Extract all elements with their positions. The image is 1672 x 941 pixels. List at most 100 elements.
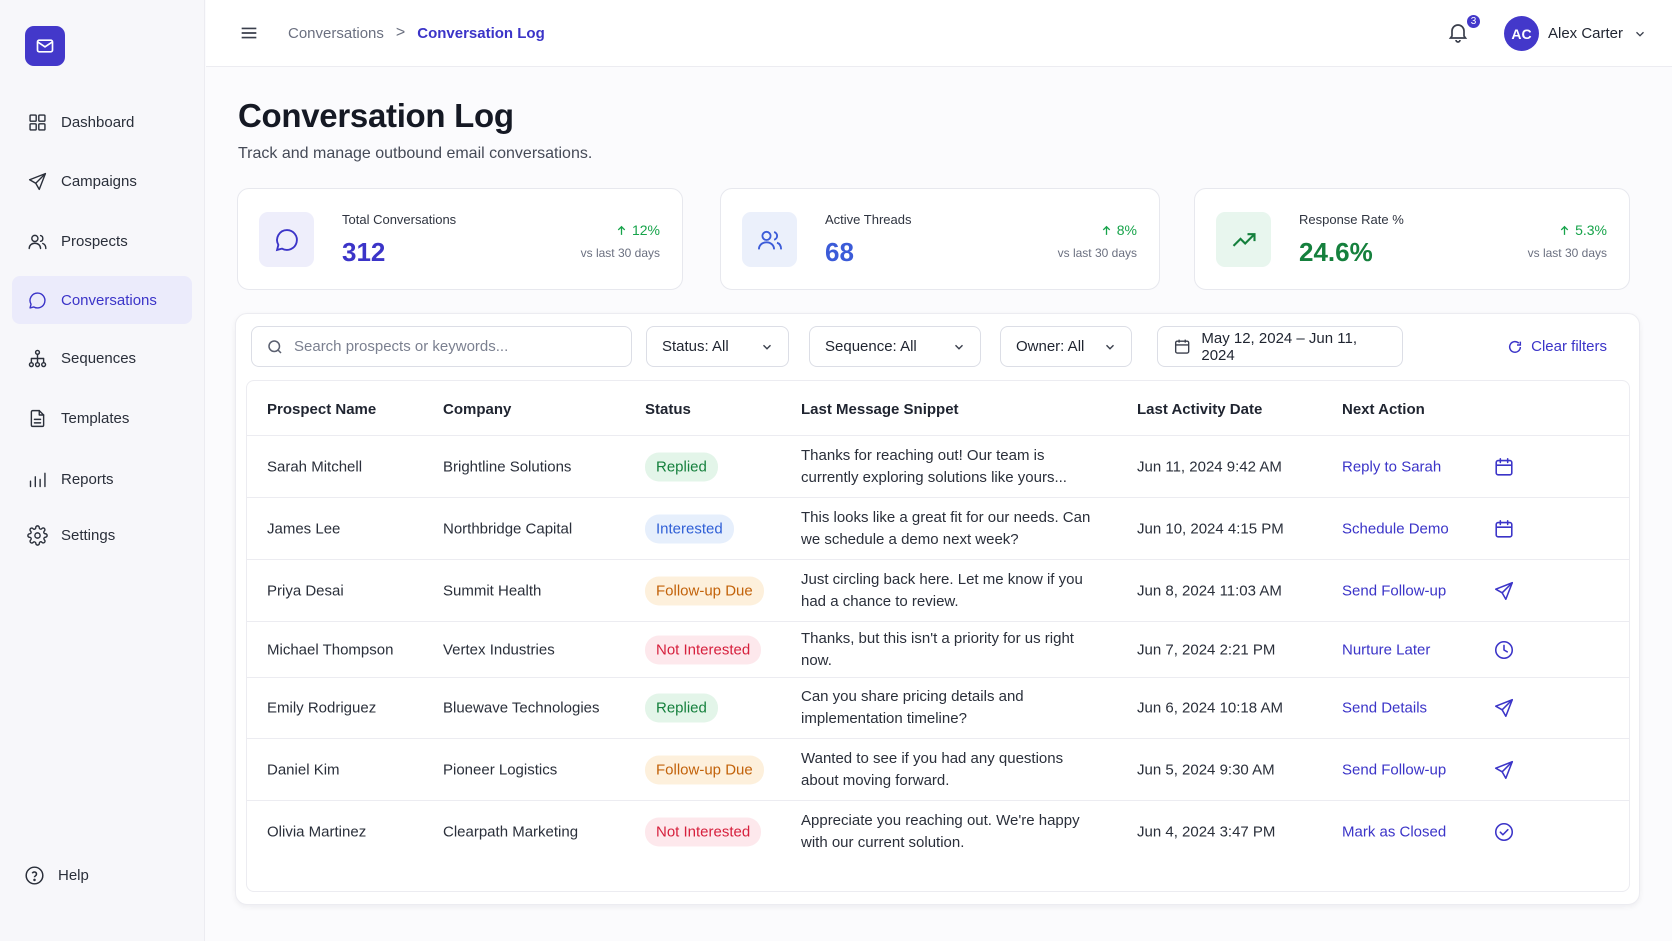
stat-delta: 12%	[615, 222, 660, 238]
status-badge: Replied	[645, 693, 718, 723]
message-snippet: This looks like a great fit for our need…	[801, 508, 1091, 548]
company-name: Summit Health	[443, 582, 542, 599]
table-row[interactable]: Priya Desai Summit Health Follow-up Due Jus…	[247, 560, 1629, 622]
help-label: Help	[58, 866, 89, 884]
breadcrumb: Conversations > Conversation Log	[288, 24, 545, 42]
prospect-name[interactable]: James Lee	[267, 520, 341, 537]
next-action-link[interactable]: Reply to Sarah	[1342, 458, 1442, 475]
next-action-link[interactable]: Send Details	[1342, 699, 1428, 717]
chevron-down-icon	[763, 344, 771, 350]
company-name: Bluewave Technologies	[443, 699, 600, 717]
breadcrumb-separator: >	[395, 24, 406, 41]
sidebar-item-prospects[interactable]: Prospects	[12, 217, 192, 265]
next-action-link[interactable]: Mark as Closed	[1342, 823, 1447, 841]
sidebar-item-sequences[interactable]: Sequences	[12, 334, 192, 382]
user-menu[interactable]: AC Alex Carter	[1504, 16, 1647, 51]
company-name: Clearpath Marketing	[443, 823, 579, 841]
calendar-icon[interactable]	[1493, 456, 1515, 478]
sidebar-item-settings[interactable]: Settings	[12, 511, 192, 559]
message-snippet: Thanks, but this isn't a priority for us…	[801, 629, 1074, 669]
breadcrumb-current: Conversation Log	[417, 24, 545, 42]
sidebar-item-label: Settings	[61, 526, 116, 544]
sidebar-item-label: Conversations	[61, 291, 157, 309]
send-icon[interactable]	[1493, 697, 1515, 719]
bell-icon[interactable]	[1446, 20, 1472, 46]
column-header[interactable]: Company	[443, 401, 512, 418]
prospect-name[interactable]: Daniel Kim	[267, 761, 340, 778]
stat-icon-box	[259, 212, 314, 267]
search-input[interactable]	[294, 338, 614, 355]
sidebar-item-templates[interactable]: Templates	[12, 394, 192, 442]
status-filter-value: Status: All	[662, 338, 729, 355]
date-range-value: May 12, 2024 – Jun 11, 2024	[1201, 329, 1358, 364]
table-row[interactable]: Olivia Martinez Clearpath Marketing Not In…	[247, 801, 1629, 863]
column-header[interactable]: Status	[645, 401, 691, 418]
breadcrumb-parent[interactable]: Conversations	[288, 24, 384, 42]
owner-filter-dropdown[interactable]: Owner: All	[1000, 326, 1132, 367]
message-snippet: Wanted to see if you had any questions a…	[801, 749, 1064, 789]
status-badge: Not Interested	[645, 635, 762, 664]
company-name: Northbridge Capital	[443, 520, 573, 537]
clear-filters-button[interactable]: Clear filters	[1507, 338, 1607, 355]
next-action-link[interactable]: Send Follow-up	[1342, 582, 1447, 599]
prospect-name[interactable]: Priya Desai	[267, 582, 344, 599]
status-badge: Replied	[645, 452, 718, 481]
menu-icon[interactable]	[238, 22, 260, 44]
prospect-name[interactable]: Emily Rodriguez	[267, 699, 377, 717]
status-badge: Follow-up Due	[645, 576, 764, 605]
stat-label: Total Conversations	[342, 212, 457, 227]
status-filter-dropdown[interactable]: Status: All	[646, 326, 789, 367]
prospect-name[interactable]: Michael Thompson	[267, 641, 394, 658]
stat-value: 24.6%	[1299, 237, 1373, 267]
column-header[interactable]: Prospect Name	[267, 401, 377, 418]
prospect-name[interactable]: Olivia Martinez	[267, 823, 367, 841]
calendar-icon[interactable]	[1493, 518, 1515, 540]
next-action-link[interactable]: Nurture Later	[1342, 641, 1431, 658]
date-range-picker[interactable]: May 12, 2024 – Jun 11, 2024	[1157, 326, 1403, 367]
column-header[interactable]: Last Activity Date	[1137, 401, 1263, 418]
stat-icon-box	[742, 212, 797, 267]
sidebar-item-campaigns[interactable]: Campaigns	[12, 157, 192, 205]
stat-label: Active Threads	[825, 212, 912, 227]
sidebar: Dashboard Campaigns Prospects Conversations…	[0, 0, 205, 941]
sidebar-item-dashboard[interactable]: Dashboard	[12, 98, 192, 146]
gear-icon	[26, 524, 48, 546]
table-row[interactable]: Daniel Kim Pioneer Logistics Follow-up Due…	[247, 739, 1629, 801]
next-action-link[interactable]: Send Follow-up	[1342, 761, 1447, 778]
stat-delta: 8%	[1100, 222, 1137, 238]
stat-delta-value: 8%	[1116, 222, 1137, 238]
next-action-link[interactable]: Schedule Demo	[1342, 520, 1449, 537]
message-snippet: Just circling back here. Let me know if …	[801, 570, 1083, 610]
sequence-filter-dropdown[interactable]: Sequence: All	[809, 326, 981, 367]
sidebar-item-conversations[interactable]: Conversations	[12, 276, 192, 324]
table-row[interactable]: Sarah Mitchell Brightline Solutions Replie…	[247, 436, 1629, 498]
stat-compare: vs last 30 days	[580, 246, 660, 260]
sidebar-item-label: Templates	[61, 409, 130, 427]
conversation-table: Prospect Name Company Status Last Messag…	[246, 380, 1630, 892]
table-row[interactable]: James Lee Northbridge Capital Interested Th…	[247, 498, 1629, 560]
last-activity-date: Jun 10, 2024 4:15 PM	[1137, 520, 1284, 537]
app-logo[interactable]	[25, 26, 65, 66]
users-icon	[26, 230, 48, 252]
send-icon[interactable]	[1493, 759, 1515, 781]
check-circle-icon[interactable]	[1493, 821, 1515, 843]
help-link[interactable]: Help	[24, 864, 89, 886]
table-row[interactable]: Michael Thompson Vertex Industries Not Int…	[247, 622, 1629, 678]
avatar: AC	[1504, 16, 1539, 51]
prospect-name[interactable]: Sarah Mitchell	[267, 458, 363, 475]
clock-icon[interactable]	[1493, 639, 1515, 661]
column-header[interactable]: Last Message Snippet	[801, 401, 959, 418]
arrow-up-icon	[617, 225, 626, 235]
stat-card-total-conversations: Total Conversations 312 12% vs last 30 d…	[237, 188, 683, 290]
stat-delta: 5.3%	[1558, 222, 1607, 238]
stat-compare: vs last 30 days	[1527, 246, 1607, 260]
last-activity-date: Jun 7, 2024 2:21 PM	[1137, 641, 1276, 658]
search-box[interactable]	[251, 326, 632, 367]
table-row[interactable]: Emily Rodriguez Bluewave Technologies Repl…	[247, 678, 1629, 739]
stat-card-response-rate: Response Rate % 24.6% 5.3% vs last 30 da…	[1194, 188, 1630, 290]
send-icon[interactable]	[1493, 580, 1515, 602]
last-activity-date: Jun 6, 2024 10:18 AM	[1137, 699, 1283, 717]
column-header[interactable]: Next Action	[1342, 401, 1425, 418]
document-icon	[26, 407, 48, 429]
sidebar-item-reports[interactable]: Reports	[12, 455, 192, 503]
